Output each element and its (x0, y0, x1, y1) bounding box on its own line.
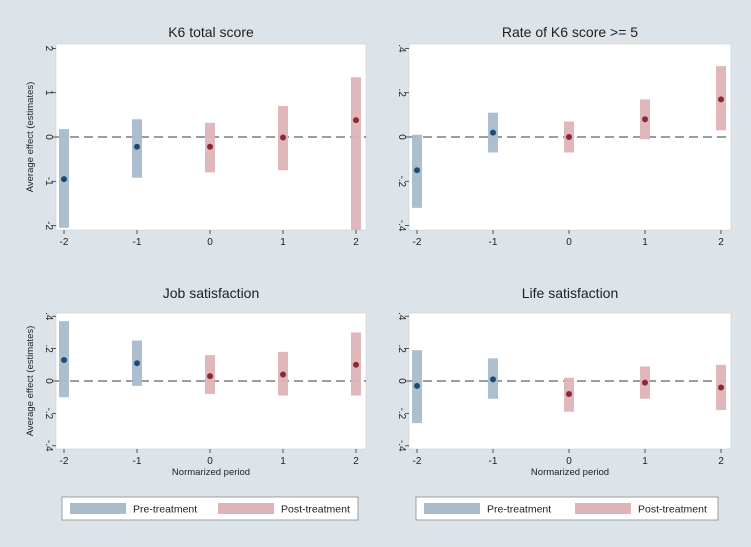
y-tick-label: -.4 (43, 440, 54, 452)
estimate-point (414, 167, 420, 174)
estimate-point (642, 116, 648, 123)
x-axis-label: Normarized period (531, 467, 609, 478)
x-tick-label: -2 (413, 237, 422, 248)
y-tick-label: .4 (396, 312, 407, 321)
estimate-point (61, 176, 67, 183)
y-tick-label: -.4 (396, 220, 407, 232)
y-axis-label: Average effect (estimates) (25, 326, 36, 437)
y-tick-label: -1 (43, 177, 54, 186)
estimate-point (718, 96, 724, 103)
estimate-point (566, 134, 572, 140)
x-tick-label: 0 (566, 237, 572, 248)
legend-box (415, 496, 719, 521)
chart-title: Rate of K6 score >= 5 (502, 24, 638, 40)
x-tick-label: 2 (353, 237, 359, 248)
legend-1: Pre-treatment Post-treatment (61, 496, 359, 521)
x-tick-label: -1 (133, 456, 142, 467)
legend-box (61, 496, 359, 521)
legend-swatch (70, 503, 126, 514)
estimate-point (642, 379, 648, 386)
x-tick-label: 2 (718, 237, 724, 248)
y-tick-label: 1 (43, 90, 54, 96)
estimate-point (566, 390, 572, 397)
legend-swatch (575, 503, 631, 514)
estimate-point (280, 134, 286, 141)
x-tick-label: 0 (207, 237, 213, 248)
x-tick-label: -2 (60, 237, 69, 248)
x-tick-label: 0 (207, 456, 213, 467)
legend-swatch (218, 503, 274, 514)
y-tick-label: -2 (43, 221, 54, 230)
x-tick-label: -1 (489, 456, 498, 467)
y-tick-label: 0 (43, 134, 54, 140)
legend-label: Pre-treatment (133, 504, 197, 516)
y-tick-label: -.2 (43, 408, 54, 420)
estimate-point (61, 356, 67, 363)
chart-panel-2: Rate of K6 score >= 5 -2 -1 0 1 2 .4 .2 0 -.2 -.4 (396, 24, 732, 248)
x-tick-label: 1 (642, 237, 648, 248)
estimate-point (134, 360, 140, 367)
chart-title: Life satisfaction (522, 285, 619, 301)
x-tick-label: -2 (60, 456, 69, 467)
estimate-point (280, 371, 286, 378)
legend-2: Pre-treatment Post-treatment (415, 496, 719, 521)
y-tick-label: -.4 (396, 440, 407, 452)
y-tick-label: 0 (396, 378, 407, 384)
legend-label: Post-treatment (281, 504, 350, 516)
ci-bar (351, 77, 361, 230)
y-tick-label: .2 (396, 344, 407, 353)
y-tick-label: .4 (43, 312, 54, 321)
estimate-point (718, 384, 724, 391)
chart-panel-1: K6 total score -2 -1 0 1 2 -2 -1 0 1 2 Average effe… (25, 24, 367, 248)
y-tick-label: .2 (396, 89, 407, 98)
y-tick-label: -.2 (396, 175, 407, 187)
x-tick-label: 1 (280, 456, 286, 467)
y-tick-label: 0 (43, 378, 54, 384)
x-tick-label: 1 (280, 237, 286, 248)
x-tick-label: -2 (413, 456, 422, 467)
legend-label: Pre-treatment (487, 504, 551, 516)
y-axis-label: Average effect (estimates) (25, 82, 36, 193)
x-tick-label: 0 (566, 456, 572, 467)
x-tick-label: 2 (718, 456, 724, 467)
estimate-point (207, 143, 213, 150)
estimate-point (134, 143, 140, 150)
chart-title: Job satisfaction (163, 285, 260, 301)
x-tick-label: -1 (489, 237, 498, 248)
estimate-point (490, 129, 496, 136)
y-tick-label: 0 (396, 134, 407, 140)
legend-swatch (424, 503, 480, 514)
chart-panel-4: Life satisfaction -2 -1 0 1 2 .4 .2 0 -.2 -.4 Norma… (396, 285, 732, 478)
legend-label: Post-treatment (638, 504, 707, 516)
y-tick-label: .2 (43, 344, 54, 353)
chart-title: K6 total score (168, 24, 254, 40)
y-tick-label: -.2 (396, 408, 407, 420)
x-tick-label: 1 (642, 456, 648, 467)
y-tick-label: 2 (43, 46, 54, 52)
estimate-point (490, 376, 496, 383)
x-tick-label: -1 (133, 237, 142, 248)
chart-panel-3: Job satisfaction -2 -1 0 1 2 .4 .2 0 -.2 -.4 Averag… (25, 285, 367, 478)
estimate-point (353, 117, 359, 124)
estimate-point (207, 373, 213, 380)
x-tick-label: 2 (353, 456, 359, 467)
estimate-point (353, 361, 359, 368)
x-axis-label: Normarized period (172, 467, 250, 478)
y-tick-label: .4 (396, 44, 407, 53)
estimate-point (414, 382, 420, 389)
